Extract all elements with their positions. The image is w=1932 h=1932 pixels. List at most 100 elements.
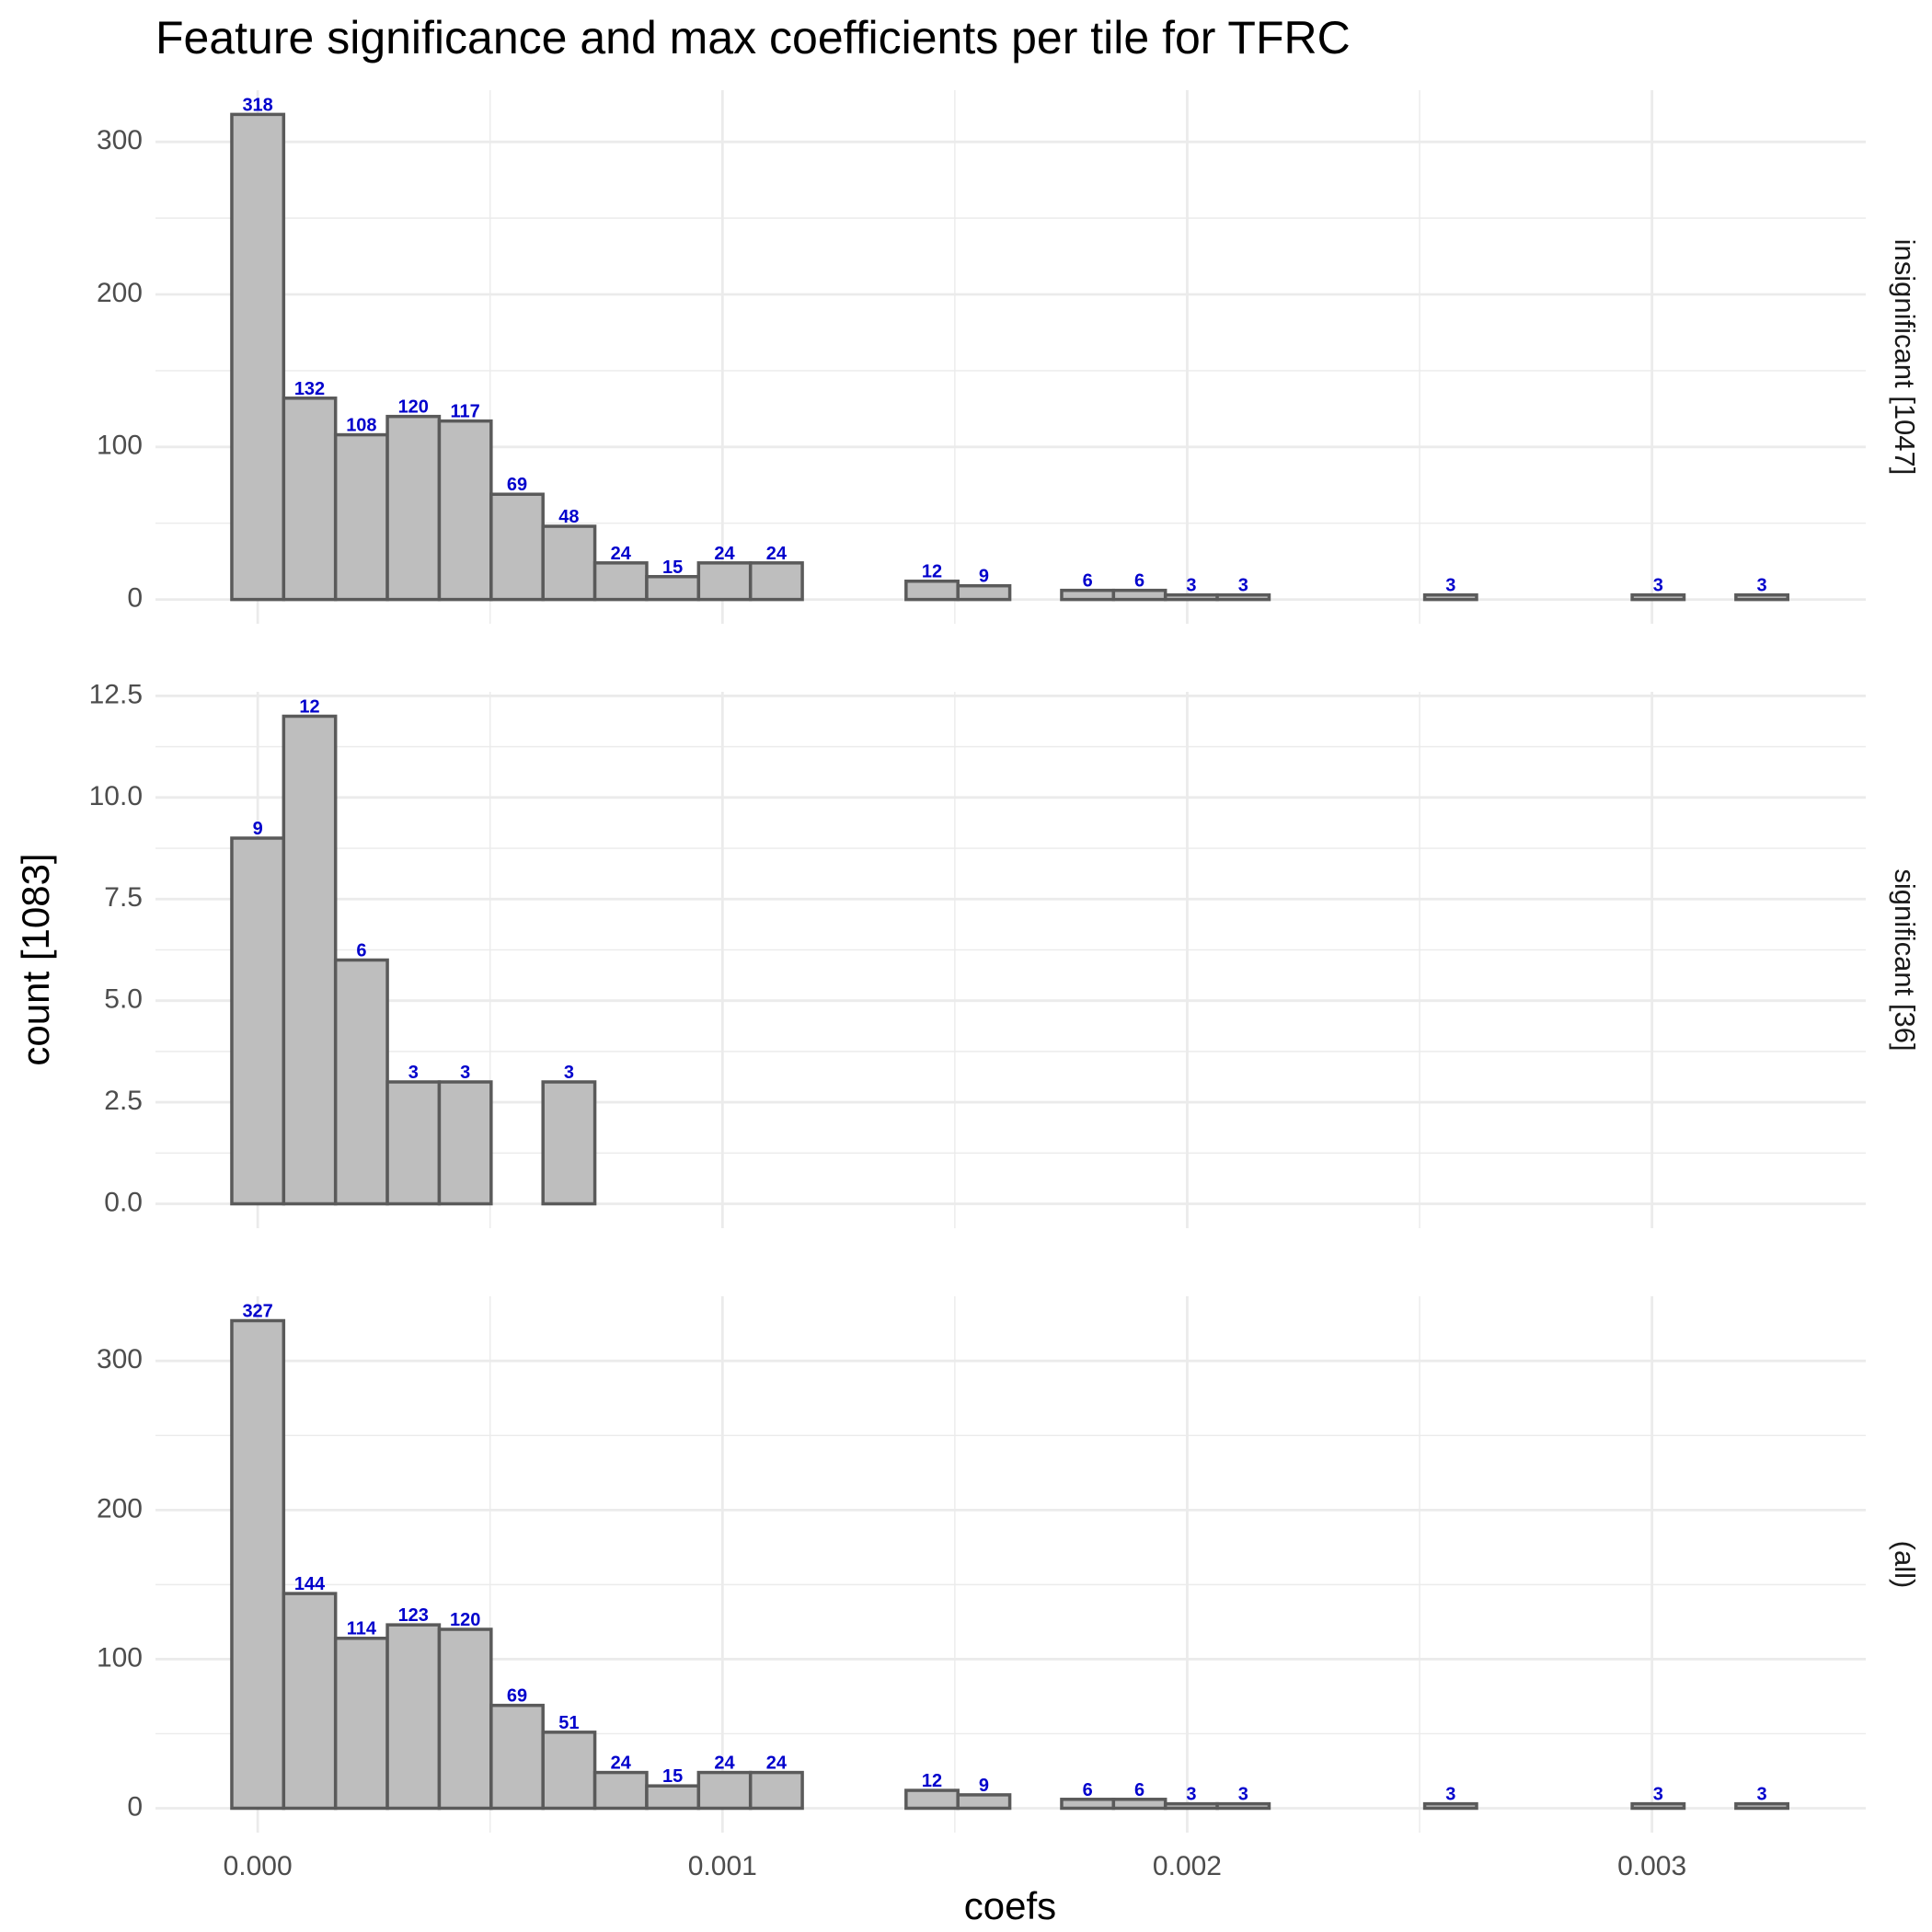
histogram-bar [1734, 1801, 1789, 1811]
data-label: 108 [346, 416, 376, 436]
data-label: 24 [766, 1754, 788, 1774]
histogram-bar [1422, 592, 1478, 602]
data-label: 9 [979, 567, 989, 587]
histogram-bar [592, 561, 649, 602]
data-label: 9 [253, 819, 263, 839]
histogram-bar [282, 1592, 338, 1811]
y-tick-label: 0 [127, 583, 143, 614]
y-tick-label: 2.5 [104, 1086, 143, 1116]
data-label: 120 [450, 1610, 480, 1630]
data-label: 123 [398, 1605, 429, 1626]
data-label: 3 [1653, 1785, 1663, 1805]
y-tick-label: 10.0 [89, 781, 143, 811]
y-axis-title: count [1083] [14, 853, 57, 1065]
x-tick-label: 0.002 [1153, 1851, 1222, 1881]
data-label: 6 [1134, 571, 1144, 592]
data-label: 3 [408, 1063, 419, 1083]
histogram-bar [645, 1784, 701, 1811]
x-axis-title: coefs [964, 1884, 1056, 1927]
data-label: 24 [714, 1754, 735, 1774]
histogram-bar [1111, 1798, 1167, 1811]
data-label: 3 [1653, 576, 1663, 596]
histogram-bar [748, 1770, 804, 1811]
data-label: 6 [1134, 1780, 1144, 1800]
data-label: 3 [460, 1063, 470, 1083]
data-label: 3 [1756, 576, 1766, 596]
histogram-bar [1422, 1801, 1478, 1811]
histogram-bar [1215, 1801, 1271, 1811]
histogram-bar [541, 524, 597, 602]
data-label: 6 [356, 941, 366, 961]
data-label: 9 [979, 1776, 989, 1796]
data-label: 3 [1238, 576, 1248, 596]
data-label: 3 [1186, 1785, 1196, 1805]
histogram-bar [1734, 592, 1789, 602]
data-label: 114 [347, 1619, 377, 1639]
histogram-bar [904, 579, 960, 602]
histogram-bar [437, 419, 493, 602]
data-label: 51 [558, 1713, 579, 1733]
histogram-bar [592, 1770, 649, 1811]
y-tick-label: 0.0 [104, 1187, 143, 1217]
x-tick-label: 0.000 [224, 1851, 293, 1881]
histogram-bar [1111, 588, 1167, 602]
histogram-bar [489, 492, 545, 602]
histogram-bar [489, 1703, 545, 1811]
histogram-bar [1630, 592, 1686, 602]
histogram-bar [282, 714, 338, 1206]
histogram-bar [282, 397, 338, 602]
y-tick-label: 5.0 [104, 984, 143, 1015]
data-label: 144 [294, 1574, 326, 1594]
facet-label: significant [36] [1889, 868, 1921, 1051]
x-tick-label: 0.001 [688, 1851, 757, 1881]
x-tick-label: 0.003 [1617, 1851, 1686, 1881]
data-label: 6 [1083, 1780, 1093, 1800]
histogram-bar [748, 561, 804, 602]
histogram-bar [333, 958, 389, 1206]
data-label: 3 [1186, 576, 1196, 596]
histogram-bar [541, 1080, 597, 1206]
facet-label: insignificant [1047] [1889, 239, 1921, 476]
data-label: 69 [507, 475, 527, 495]
data-label: 15 [662, 1766, 683, 1787]
chart-title: Feature significance and max coefficient… [155, 12, 1351, 63]
y-tick-label: 0 [127, 1791, 143, 1822]
histogram-bar [1060, 1798, 1116, 1811]
data-label: 24 [714, 544, 735, 564]
histogram-bar [437, 1627, 493, 1811]
data-label: 3 [1445, 1785, 1455, 1805]
data-label: 24 [766, 544, 788, 564]
histogram-bar [230, 836, 286, 1206]
histogram-bar [1630, 1801, 1686, 1811]
data-label: 318 [242, 95, 272, 115]
histogram-bar [696, 1770, 753, 1811]
histogram-bar [956, 1793, 1012, 1811]
data-label: 24 [611, 1754, 632, 1774]
data-label: 12 [299, 697, 319, 718]
histogram-bar [333, 1636, 389, 1811]
histogram-bar [437, 1080, 493, 1206]
histogram-bar [1060, 588, 1116, 602]
histogram-bar [230, 112, 286, 602]
histogram-bar [385, 1080, 442, 1206]
data-label: 132 [294, 379, 325, 399]
y-tick-label: 200 [97, 278, 143, 308]
data-label: 120 [398, 397, 429, 418]
histogram-bar [904, 1788, 960, 1811]
data-label: 12 [922, 1771, 942, 1791]
data-label: 24 [611, 544, 632, 564]
y-tick-label: 100 [97, 431, 143, 461]
data-label: 3 [1238, 1785, 1248, 1805]
histogram-bar [333, 432, 389, 602]
data-label: 48 [558, 507, 579, 527]
histogram-bar [696, 561, 753, 602]
facet-label: (all) [1889, 1541, 1921, 1589]
y-tick-label: 300 [97, 125, 143, 155]
histogram-bar [230, 1318, 286, 1811]
data-label: 3 [1445, 576, 1455, 596]
data-label: 69 [507, 1686, 527, 1707]
histogram-bar [1215, 592, 1271, 602]
y-tick-label: 100 [97, 1642, 143, 1673]
histogram-bar [645, 575, 701, 602]
